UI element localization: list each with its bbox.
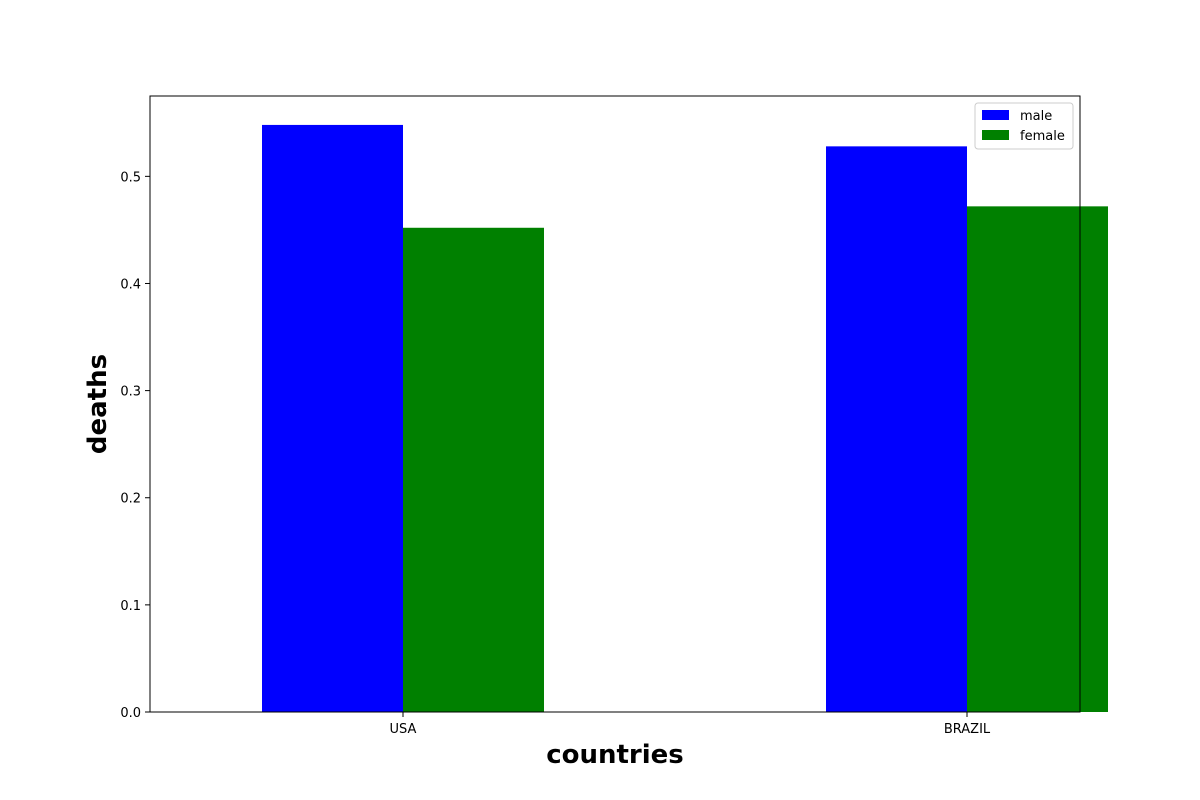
x-tick-label-usa: USA bbox=[390, 722, 417, 737]
legend-swatch-female bbox=[982, 130, 1009, 140]
bar-female-brazil bbox=[967, 206, 1108, 712]
x-tick-label-brazil: BRAZIL bbox=[944, 722, 991, 737]
y-tick-label: 0.3 bbox=[120, 385, 141, 400]
legend-swatch-male bbox=[982, 110, 1009, 120]
plot-area-frame bbox=[149, 95, 1081, 713]
x-axis: USA BRAZIL bbox=[390, 712, 991, 737]
legend-label-female: female bbox=[1020, 129, 1065, 144]
y-tick-label: 0.2 bbox=[120, 492, 141, 507]
legend-label-male: male bbox=[1020, 109, 1052, 124]
legend: male female bbox=[974, 102, 1074, 150]
bars-group bbox=[262, 124, 1108, 712]
y-axis-title: deaths bbox=[83, 354, 113, 454]
y-tick-label: 0.1 bbox=[120, 599, 141, 614]
y-tick-label: 0.4 bbox=[120, 277, 141, 292]
x-axis-title: countries bbox=[546, 740, 684, 770]
bar-male-usa bbox=[262, 124, 403, 712]
y-axis: 0.0 0.1 0.2 0.3 0.4 0.5 bbox=[120, 170, 150, 721]
y-tick-label: 0.5 bbox=[120, 170, 141, 185]
y-tick-label: 0.0 bbox=[120, 706, 141, 721]
bar-female-usa bbox=[403, 227, 544, 712]
bar-male-brazil bbox=[826, 146, 967, 712]
